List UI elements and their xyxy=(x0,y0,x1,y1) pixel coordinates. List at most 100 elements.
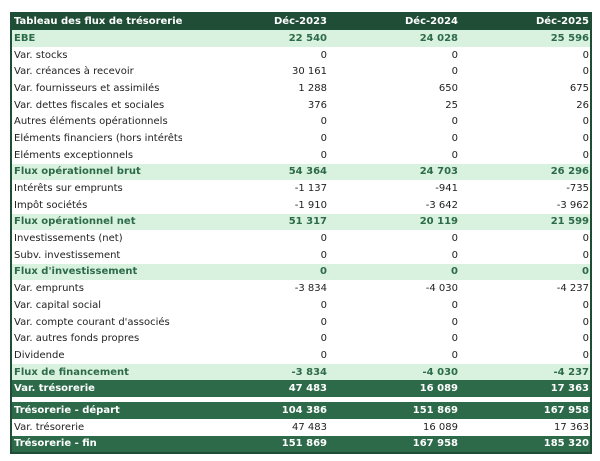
row-value: 0 xyxy=(582,49,589,61)
row-value: -3 642 xyxy=(425,199,458,211)
row-label: Intérêts sur emprunts xyxy=(14,183,123,195)
row-value: 675 xyxy=(569,82,589,94)
row-value: 0 xyxy=(582,149,589,161)
row-label: Var. emprunts xyxy=(14,283,84,295)
row-value: 0 xyxy=(451,316,458,328)
row-value: 17 363 xyxy=(554,421,589,433)
row-value: -4 237 xyxy=(553,366,589,378)
separator xyxy=(12,397,590,403)
row-value: -1 137 xyxy=(294,183,327,195)
row-value: 0 xyxy=(320,132,327,144)
row-value: 51 317 xyxy=(288,216,327,228)
row-value: -3 834 xyxy=(291,366,327,378)
row-value: 0 xyxy=(582,132,589,144)
table-row: Var. capital social 0 0 0 xyxy=(12,297,590,314)
table-row: Var. autres fonds propres 0 0 0 xyxy=(12,330,590,347)
row-value: 0 xyxy=(451,149,458,161)
table-row: Var. emprunts -3 834 -4 030 -4 237 xyxy=(12,280,590,297)
row-value: 0 xyxy=(582,249,589,261)
table-row: Var. fournisseurs et assimilés 1 288 650 67… xyxy=(12,80,590,97)
row-value: 151 869 xyxy=(412,404,458,416)
column-header: Déc-2024 xyxy=(405,15,458,27)
row-value: 0 xyxy=(320,49,327,61)
row-value: 0 xyxy=(582,233,589,245)
row-label: Eléments financiers (hors intérêts) xyxy=(14,132,182,144)
row-value: 0 xyxy=(320,349,327,361)
table-row: Flux d'investissement 0 0 0 xyxy=(12,263,590,281)
row-value: -735 xyxy=(566,183,589,195)
row-value: 0 xyxy=(451,349,458,361)
table-row: Var. créances à recevoir 30 161 0 0 xyxy=(12,63,590,80)
row-label: Dividende xyxy=(14,349,65,361)
table-row: Trésorerie - départ 104 386 151 869 167 958 xyxy=(12,402,590,419)
row-value: 0 xyxy=(451,66,458,78)
row-label: EBE xyxy=(14,32,36,44)
row-value: 54 364 xyxy=(288,166,327,178)
row-label: Flux opérationnel net xyxy=(14,216,136,228)
row-label: Trésorerie - départ xyxy=(14,404,120,416)
table-title: Tableau des flux de trésorerie (USD) xyxy=(14,15,182,27)
row-value: -4 030 xyxy=(422,366,458,378)
cash-flow-table: Tableau des flux de trésorerie (USD) Déc… xyxy=(10,12,592,455)
table-row: Impôt sociétés -1 910 -3 642 -3 962 xyxy=(12,197,590,214)
row-value: 0 xyxy=(451,233,458,245)
row-value: -4 030 xyxy=(425,283,458,295)
row-value: 1 288 xyxy=(298,82,327,94)
row-label: Var. trésorerie xyxy=(14,383,95,395)
row-label: Trésorerie - fin xyxy=(14,438,97,450)
row-label: Var. stocks xyxy=(14,49,68,61)
table-row: Var. dettes fiscales et sociales 376 25 26 xyxy=(12,97,590,114)
table-row: Intérêts sur emprunts -1 137 -941 -735 xyxy=(12,180,590,197)
table-row: Trésorerie - fin 151 869 167 958 185 320 xyxy=(12,435,590,453)
row-value: 20 119 xyxy=(419,216,458,228)
row-value: 24 703 xyxy=(419,166,458,178)
row-value: 0 xyxy=(451,299,458,311)
row-value: 167 958 xyxy=(543,404,589,416)
row-value: 0 xyxy=(582,349,589,361)
row-label: Var. capital social xyxy=(14,299,102,311)
row-value: 30 161 xyxy=(292,66,327,78)
row-label: Investissements (net) xyxy=(14,233,123,245)
row-value: 104 386 xyxy=(281,404,327,416)
row-value: -3 962 xyxy=(556,199,589,211)
row-value: 0 xyxy=(320,316,327,328)
row-value: -941 xyxy=(435,183,458,195)
row-label: Subv. investissement xyxy=(14,249,121,261)
row-value: 0 xyxy=(582,266,589,278)
row-label: Var. autres fonds propres xyxy=(14,333,140,345)
row-value: 0 xyxy=(451,333,458,345)
row-value: 185 320 xyxy=(543,438,589,450)
row-value: 0 xyxy=(582,299,589,311)
table-row: Flux opérationnel net 51 317 20 119 21 599 xyxy=(12,213,590,231)
row-value: 0 xyxy=(582,316,589,328)
row-label: Var. trésorerie xyxy=(14,421,85,433)
row-value: 0 xyxy=(320,233,327,245)
row-value: 0 xyxy=(320,299,327,311)
row-value: 0 xyxy=(320,149,327,161)
row-value: 151 869 xyxy=(281,438,327,450)
row-value: 26 296 xyxy=(550,166,589,178)
row-value: -1 910 xyxy=(294,199,327,211)
table-row: Investissements (net) 0 0 0 xyxy=(12,230,590,247)
row-value: 17 363 xyxy=(550,383,589,395)
row-label: Eléments exceptionnels xyxy=(14,149,134,161)
row-value: 0 xyxy=(451,132,458,144)
row-value: 47 483 xyxy=(292,421,327,433)
table-row: Eléments financiers (hors intérêts) 0 0 0 xyxy=(12,130,590,147)
row-value: 25 596 xyxy=(550,32,589,44)
row-value: 167 958 xyxy=(412,438,458,450)
row-label: Autres éléments opérationnels xyxy=(14,116,168,128)
table-row: Flux de financement -3 834 -4 030 -4 237 xyxy=(12,363,590,381)
row-value: 24 028 xyxy=(419,32,458,44)
table-row: Var. stocks 0 0 0 xyxy=(12,47,590,64)
row-label: Var. créances à recevoir xyxy=(14,66,134,78)
row-value: 0 xyxy=(320,333,327,345)
row-value: 47 483 xyxy=(288,383,327,395)
row-value: 0 xyxy=(451,49,458,61)
row-value: 0 xyxy=(582,333,589,345)
table-row: Var. compte courant d'associés 0 0 0 xyxy=(12,314,590,331)
row-label: Flux opérationnel brut xyxy=(14,166,141,178)
row-label: Var. fournisseurs et assimilés xyxy=(14,82,160,94)
row-value: 21 599 xyxy=(550,216,589,228)
row-value: 0 xyxy=(320,249,327,261)
